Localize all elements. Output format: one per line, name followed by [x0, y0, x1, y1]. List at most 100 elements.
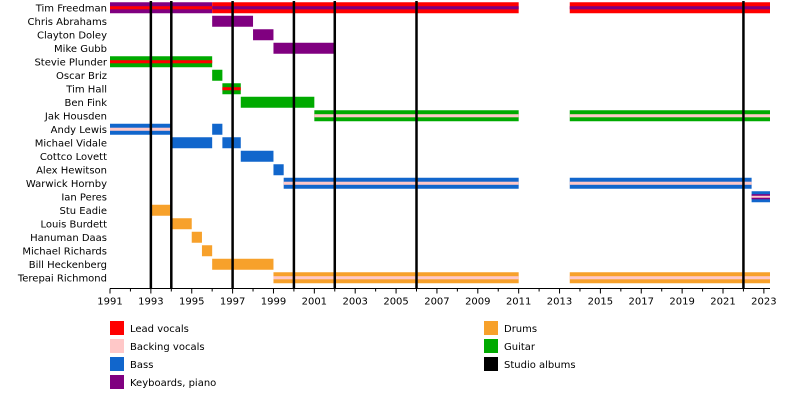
member-label: Hanuman Daas: [30, 233, 107, 244]
x-tick-label: 2011: [506, 297, 531, 308]
member-bar-andy-lewis-0: [110, 123, 172, 135]
member-label: Warwick Hornby: [26, 179, 107, 190]
studio-album-lines-layer: [149, 1, 745, 289]
member-row-mike-gubb: [273, 42, 335, 54]
legend-label: Lead vocals: [130, 324, 189, 335]
x-tick-label: 2017: [629, 297, 654, 308]
legend-item-backing-vocals: Backing vocals: [110, 339, 205, 353]
bar-fill-guitar: [240, 96, 315, 108]
member-label: Stevie Plunder: [34, 57, 107, 68]
legend-item-keyboards: Keyboards, piano: [110, 375, 216, 389]
bar-fill-drums: [171, 218, 192, 230]
bar-fill-drums: [150, 204, 172, 216]
member-bar-stu-eadie-0: [150, 204, 172, 216]
member-row-jak-housden: [314, 110, 770, 122]
bar-stripe-lead_vocals: [110, 6, 213, 10]
member-bar-terepai-richmond-1: [569, 272, 770, 284]
x-axis: 1991 1993 1995 1997 1999 2001 2003 2005 2007 2009…: [97, 288, 777, 308]
x-tick-label: 2001: [302, 297, 327, 308]
member-bar-jak-housden-1: [569, 110, 770, 122]
legend-item-studio-albums: Studio albums: [484, 357, 576, 371]
member-row-terepai-richmond: [273, 272, 770, 284]
legend-label: Keyboards, piano: [130, 378, 216, 389]
bar-fill-bass: [240, 150, 274, 162]
member-bars-layer: [110, 2, 770, 284]
member-bar-cottco-lovett-0: [240, 150, 274, 162]
bar-stripe-backing_vocals: [283, 181, 519, 185]
x-tick-label: 2007: [424, 297, 449, 308]
legend-swatch: [484, 339, 498, 353]
member-label: Bill Heckenberg: [29, 260, 107, 271]
legend-swatch: [484, 357, 498, 371]
member-label: Andy Lewis: [51, 125, 107, 136]
member-bar-terepai-richmond-0: [273, 272, 519, 284]
member-label: Michael Vidale: [35, 138, 107, 149]
legend-label: Drums: [504, 324, 537, 335]
bar-stripe-backing_vocals: [751, 195, 770, 198]
x-tick-label: 2023: [751, 297, 776, 308]
bar-fill-bass: [212, 123, 223, 135]
member-bar-hanuman-daas-0: [191, 231, 202, 243]
x-tick-label: 1991: [97, 297, 122, 308]
bar-stripe-keyboards: [569, 6, 770, 10]
legend-swatch: [110, 375, 124, 389]
bar-stripe-backing_vocals: [569, 114, 770, 118]
member-bar-ben-fink-0: [240, 96, 315, 108]
member-bar-mike-gubb-0: [273, 42, 335, 54]
member-label: Stu Eadie: [59, 206, 107, 217]
legend-item-guitar: Guitar: [484, 339, 536, 353]
legend-item-bass: Bass: [110, 357, 153, 371]
member-bar-clayton-doley-0: [253, 29, 274, 41]
member-label: Chris Abrahams: [28, 17, 107, 28]
member-bar-alex-hewitson-0: [273, 164, 284, 176]
bar-stripe-backing_vocals: [569, 181, 752, 185]
x-tick-label: 2015: [588, 297, 613, 308]
member-row-ian-peres: [751, 191, 770, 203]
member-bar-tim-freedman-0: [110, 2, 213, 14]
member-row-bill-heckenberg: [212, 258, 274, 270]
member-row-andy-lewis: [110, 123, 223, 135]
bar-fill-drums: [201, 245, 213, 257]
bar-fill-bass: [273, 164, 284, 176]
bar-stripe-backing_vocals: [273, 276, 519, 280]
member-bar-andy-lewis-1: [212, 123, 223, 135]
member-bar-michael-richards-0: [201, 245, 213, 257]
member-row-stevie-plunder: [110, 56, 213, 68]
member-row-ben-fink: [240, 96, 315, 108]
legend-label: Bass: [130, 360, 153, 371]
member-bar-oscar-briz-0: [212, 69, 223, 81]
bar-fill-drums: [212, 258, 274, 270]
legend-item-drums: Drums: [484, 321, 537, 335]
bar-fill-keyboards: [273, 42, 335, 54]
member-label: Ben Fink: [65, 98, 108, 109]
member-label: Ian Peres: [61, 192, 107, 203]
member-bar-ian-peres-0: [751, 191, 770, 203]
legend-label: Backing vocals: [130, 342, 205, 353]
member-row-michael-richards: [201, 245, 213, 257]
member-bar-bill-heckenberg-0: [212, 258, 274, 270]
legend-swatch: [110, 357, 124, 371]
member-row-warwick-hornby: [283, 177, 752, 189]
legend-label: Studio albums: [504, 360, 576, 371]
bar-stripe-backing_vocals: [110, 127, 172, 131]
bar-fill-guitar: [212, 69, 223, 81]
member-bar-tim-freedman-1: [212, 2, 519, 14]
legend-swatch: [484, 321, 498, 335]
member-row-oscar-briz: [212, 69, 223, 81]
member-label: Louis Burdett: [41, 219, 108, 230]
bar-fill-drums: [191, 231, 202, 243]
member-label: Tim Hall: [65, 84, 107, 95]
member-bar-tim-freedman-2: [569, 2, 770, 14]
member-bar-warwick-hornby-0: [283, 177, 519, 189]
member-label: Cottco Lovett: [40, 152, 107, 163]
legend-swatch: [110, 321, 124, 335]
member-label: Clayton Doley: [37, 30, 107, 41]
bar-fill-bass: [171, 137, 213, 149]
member-labels-layer: Tim Freedman Chris Abrahams Clayton Doley M…: [17, 3, 108, 284]
member-bar-louis-burdett-0: [171, 218, 192, 230]
x-tick-label: 2019: [669, 297, 694, 308]
member-row-stu-eadie: [150, 204, 172, 216]
member-bar-warwick-hornby-1: [569, 177, 752, 189]
x-tick-label: 2021: [710, 297, 735, 308]
